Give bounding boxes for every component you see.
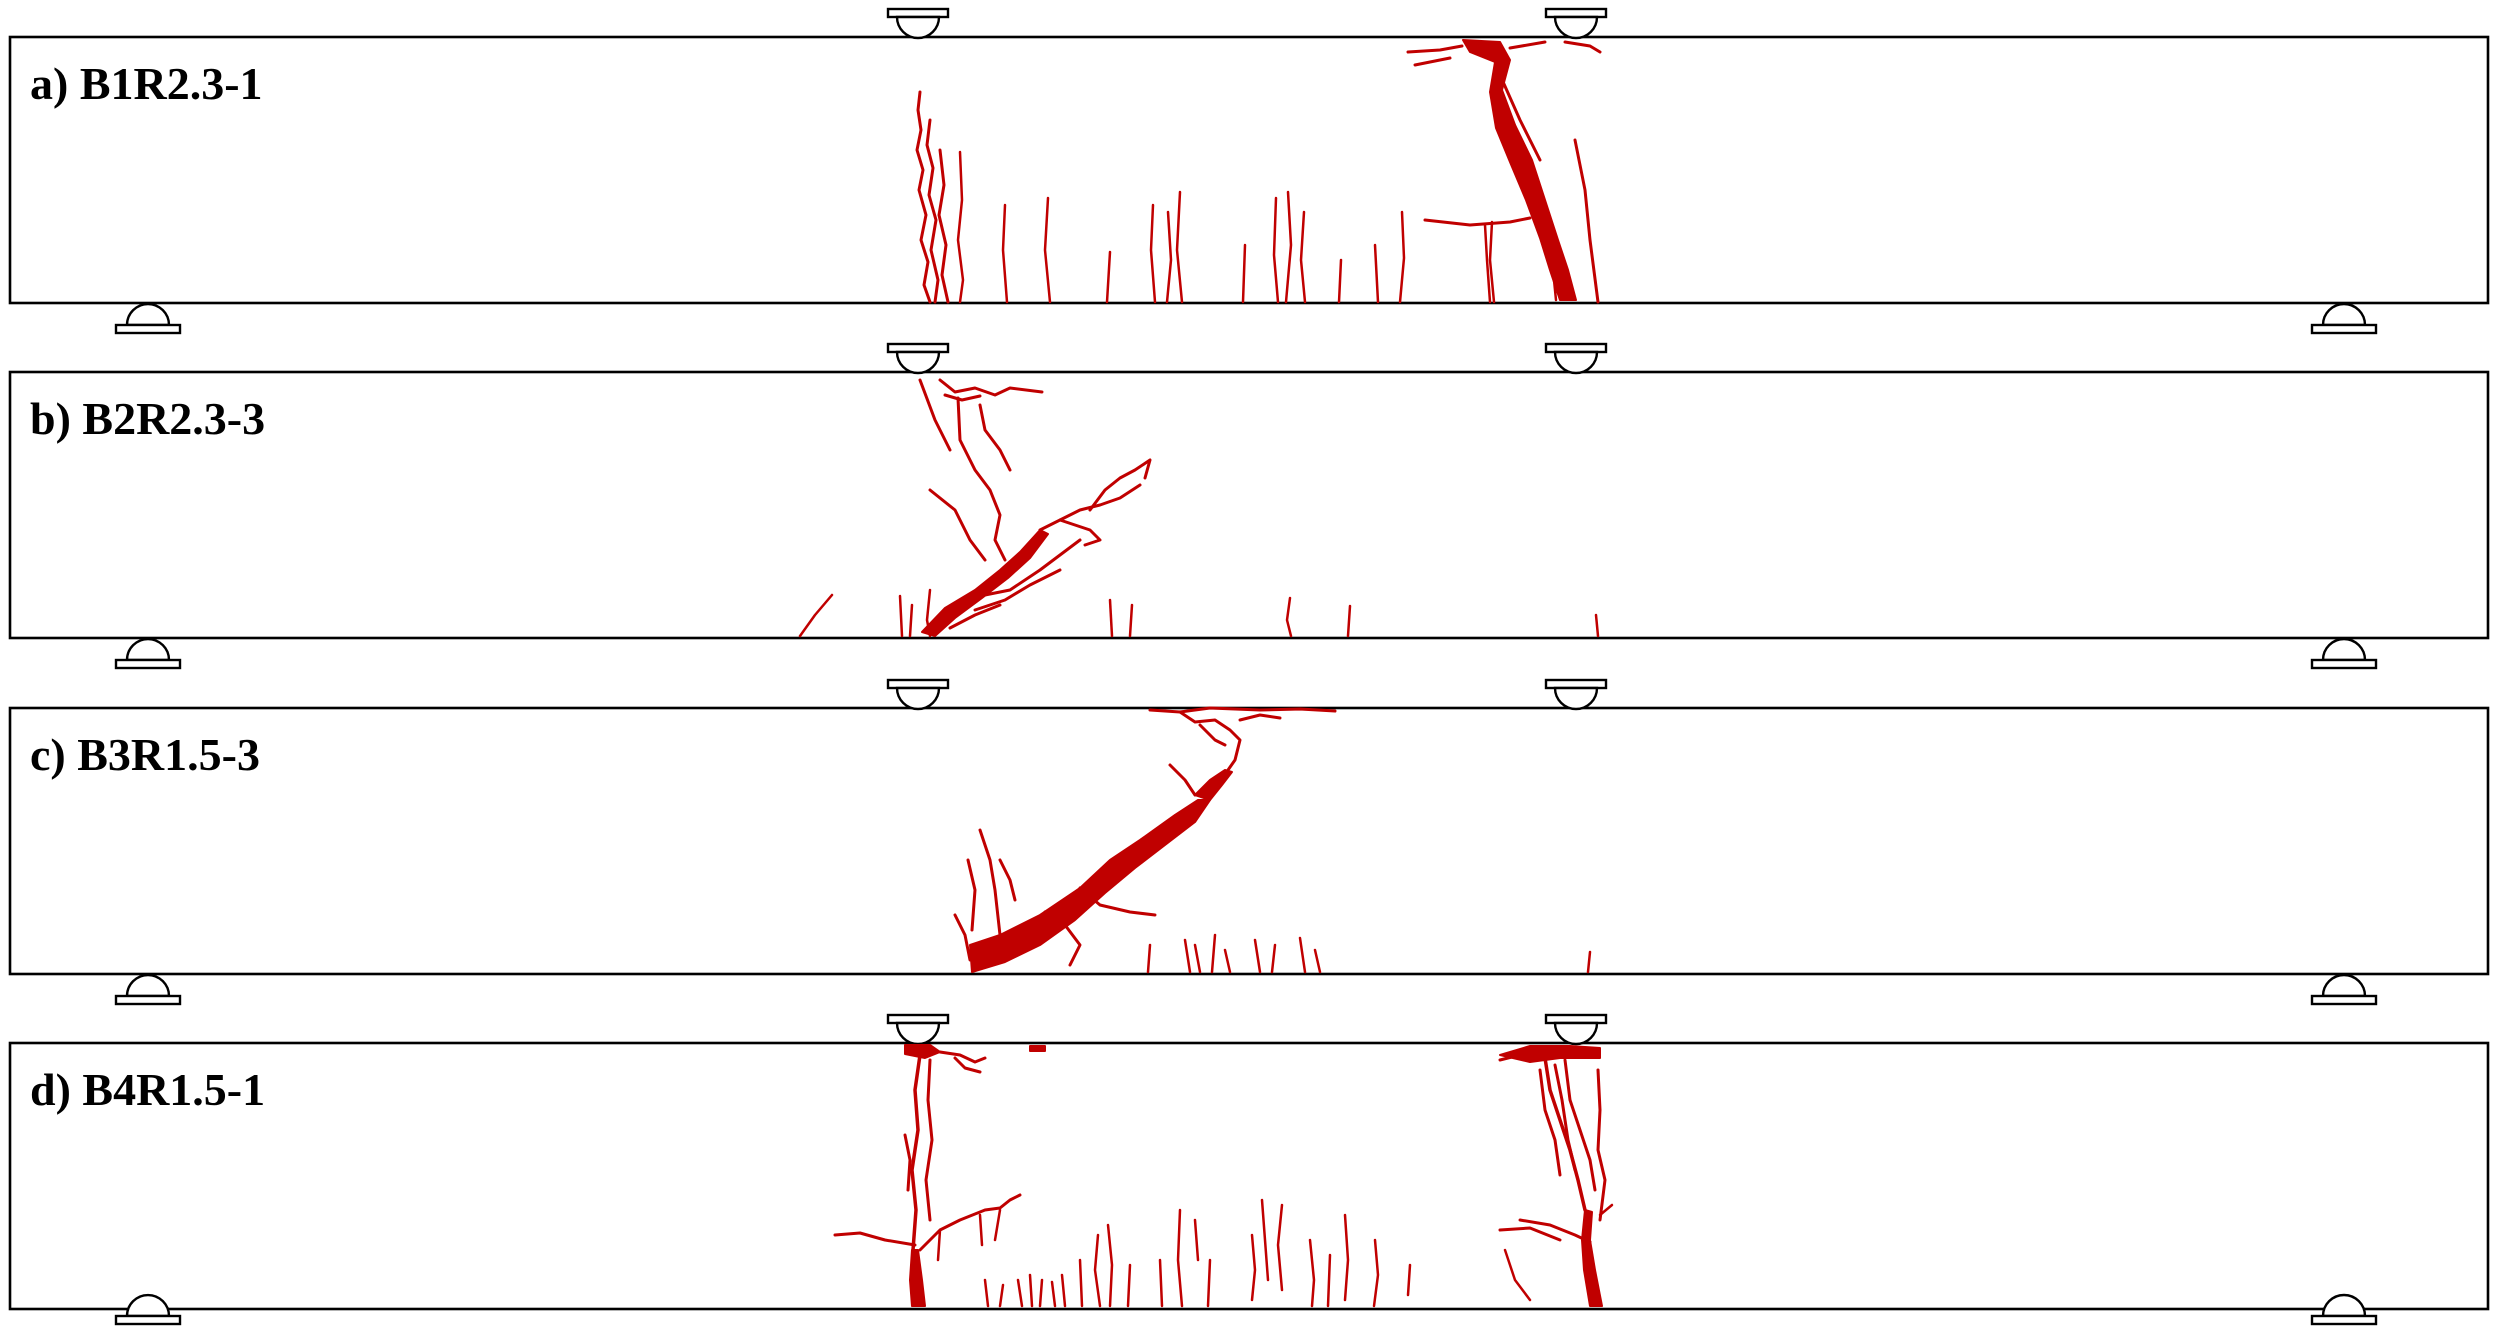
support-right xyxy=(2310,302,2378,335)
support-left xyxy=(114,1293,182,1326)
support-left xyxy=(114,302,182,335)
support-right xyxy=(2310,637,2378,670)
beam-outline xyxy=(8,1041,2490,1311)
panel-label: d) B4R1.5-1 xyxy=(30,1064,265,1115)
loading-plate-right xyxy=(1544,1013,1608,1046)
panel-label: c) B3R1.5-3 xyxy=(30,729,260,780)
loading-plate-left xyxy=(886,678,950,711)
panel-c: c) B3R1.5-3 xyxy=(8,678,2490,1006)
support-right xyxy=(2310,1293,2378,1326)
crack-pattern xyxy=(798,378,1600,638)
loading-plate-right xyxy=(1544,342,1608,375)
beam-outline xyxy=(8,706,2490,976)
loading-plate-left xyxy=(886,1013,950,1046)
support-right xyxy=(2310,973,2378,1006)
loading-plate-left xyxy=(886,342,950,375)
crack-pattern xyxy=(833,1044,1614,1308)
crack-pattern xyxy=(915,39,1602,304)
beam-outline xyxy=(8,35,2490,305)
support-left xyxy=(114,637,182,670)
panel-b: b) B2R2.3-3 xyxy=(8,342,2490,670)
panel-d: d) B4R1.5-1 xyxy=(8,1013,2490,1326)
support-left xyxy=(114,973,182,1006)
crack-pattern xyxy=(953,706,1592,974)
loading-plate-right xyxy=(1544,678,1608,711)
loading-plate-left xyxy=(886,7,950,40)
panel-label: a) B1R2.3-1 xyxy=(30,58,263,109)
loading-plate-right xyxy=(1544,7,1608,40)
beam-outline xyxy=(8,370,2490,640)
panel-a: a) B1R2.3-1 xyxy=(8,7,2490,335)
panel-label: b) B2R2.3-3 xyxy=(30,393,265,444)
